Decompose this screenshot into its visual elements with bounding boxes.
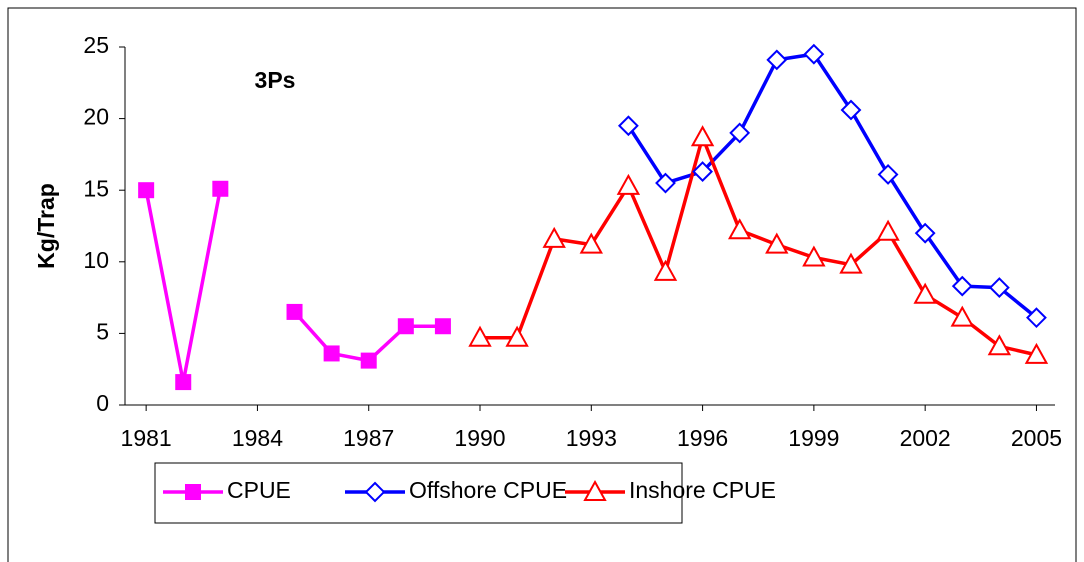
x-tick-label: 2005	[1011, 425, 1062, 451]
series-line	[480, 135, 1037, 357]
y-tick-label: 10	[83, 247, 109, 273]
marker	[323, 345, 340, 362]
marker	[839, 252, 863, 274]
legend-label: CPUE	[227, 477, 291, 503]
marker	[692, 161, 714, 182]
legend-label: Offshore CPUE	[409, 477, 567, 503]
marker	[175, 374, 192, 391]
legend-label: Inshore CPUE	[629, 477, 776, 503]
x-tick-label: 1993	[566, 425, 617, 451]
marker	[914, 222, 936, 244]
marker	[802, 245, 826, 267]
marker	[988, 277, 1010, 298]
legend-marker	[583, 479, 607, 501]
marker	[468, 325, 492, 347]
marker	[505, 325, 529, 347]
marker	[616, 173, 641, 195]
legend-marker	[364, 481, 386, 503]
marker	[803, 43, 825, 65]
marker	[655, 172, 676, 194]
marker	[1024, 342, 1049, 364]
marker	[987, 334, 1012, 356]
marker	[286, 303, 303, 320]
x-tick-label: 1990	[454, 425, 505, 451]
marker	[653, 259, 678, 281]
legend-marker	[185, 484, 201, 500]
legend: CPUE Offshore CPUE Inshore CPUE	[154, 462, 776, 524]
y-tick-label: 5	[96, 318, 109, 344]
x-tick-label: 2002	[900, 425, 951, 451]
marker	[1026, 307, 1047, 329]
x-tick-label: 1987	[343, 425, 394, 451]
marker	[913, 282, 937, 304]
marker	[729, 122, 751, 144]
marker	[138, 182, 155, 199]
marker	[727, 218, 752, 240]
marker	[765, 232, 789, 254]
x-tick-label: 1981	[121, 425, 172, 451]
marker	[617, 115, 639, 137]
marker	[951, 275, 973, 297]
marker	[876, 219, 900, 241]
marker	[579, 232, 603, 254]
marker	[542, 226, 566, 248]
x-tick-label: 1984	[232, 425, 283, 451]
marker	[690, 125, 715, 147]
series-line	[144, 188, 443, 384]
marker	[434, 318, 451, 335]
y-tick-label: 20	[83, 104, 109, 130]
marker	[360, 352, 377, 369]
marker	[877, 164, 899, 185]
x-tick-label: 1999	[788, 425, 839, 451]
marker	[397, 318, 414, 335]
y-tick-label: 25	[83, 32, 109, 58]
chart-frame	[7, 7, 1077, 562]
marker	[212, 180, 229, 197]
y-axis-title: Kg/Trap	[33, 183, 59, 269]
y-tick-label: 0	[96, 390, 109, 416]
marker	[840, 99, 862, 121]
x-tick-label: 1996	[677, 425, 728, 451]
marker	[766, 49, 788, 71]
marker	[950, 305, 974, 327]
y-tick-label: 15	[83, 175, 109, 201]
annotation: 3Ps	[255, 67, 296, 93]
